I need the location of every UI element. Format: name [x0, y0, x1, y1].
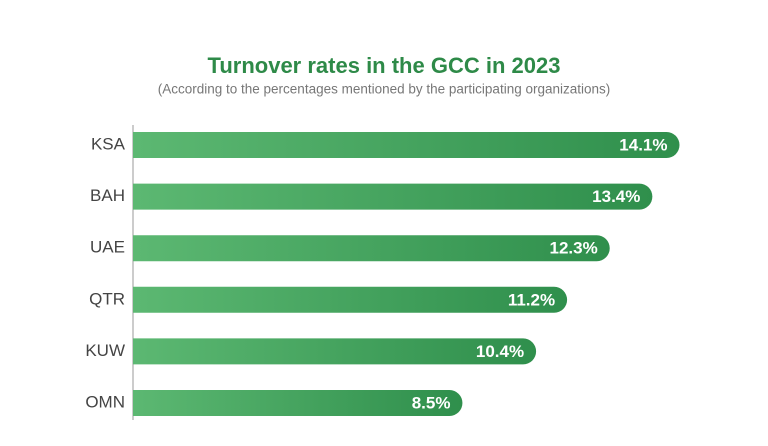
value-label: 10.4% [476, 342, 524, 361]
y-tick-label: QTR [89, 289, 125, 308]
bar [133, 338, 537, 365]
value-label: 13.4% [592, 187, 640, 206]
bar [133, 390, 463, 416]
chart-subtitle: (According to the percentages mentioned … [158, 82, 611, 97]
y-tick-label: BAH [90, 186, 125, 205]
bar [133, 286, 568, 313]
value-label: 14.1% [619, 135, 667, 154]
y-tick-label: KSA [91, 134, 126, 153]
value-label: 8.5% [412, 393, 451, 412]
y-tick-label: UAE [90, 238, 125, 257]
y-tick-label: KUW [85, 341, 125, 360]
value-label: 11.2% [508, 290, 555, 309]
y-tick-label: OMN [85, 392, 125, 411]
bar [133, 132, 680, 158]
value-label: 12.3% [550, 239, 598, 258]
bar [133, 183, 653, 210]
bar [133, 235, 610, 262]
chart-title: Turnover rates in the GCC in 2023 [208, 53, 561, 78]
